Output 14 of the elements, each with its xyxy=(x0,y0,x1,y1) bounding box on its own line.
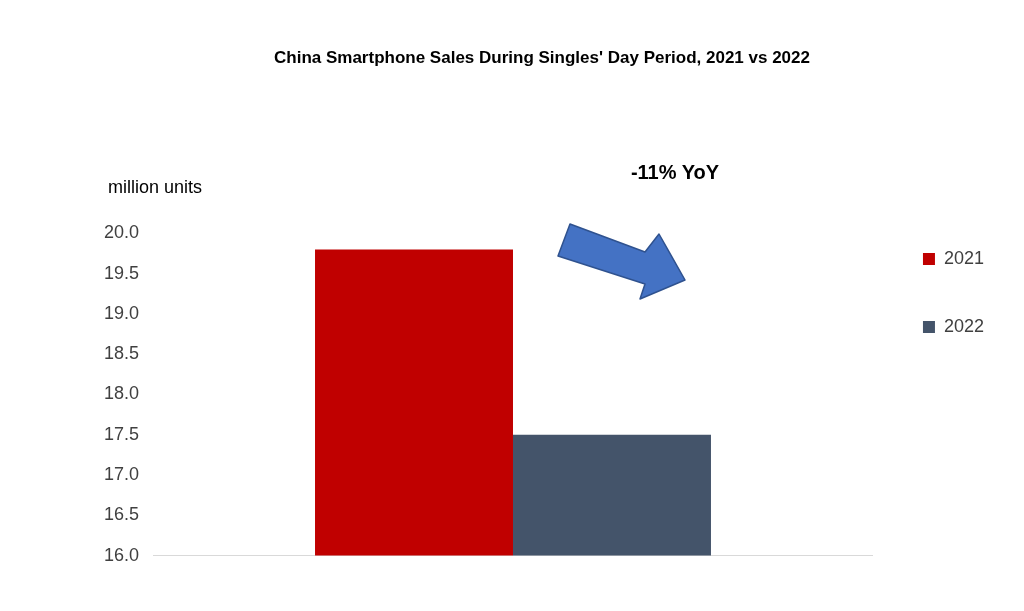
y-tick-label: 20.0 xyxy=(103,222,140,243)
text: -11% YoY xyxy=(630,160,720,183)
legend-label: 2021 xyxy=(943,247,984,268)
y-tick-label: 16.0 xyxy=(103,544,140,565)
chart-title: China Smartphone Sales During Singles' Day Period, 2021 vs 2022 xyxy=(274,47,810,67)
y-axis-title: million units xyxy=(108,177,203,198)
y-tick-label: 18.5 xyxy=(103,343,140,364)
legend-label: 2022 xyxy=(943,315,984,336)
y-tick-label: 18.0 xyxy=(103,383,140,404)
y-tick-label: 17.5 xyxy=(103,423,140,444)
y-tick-label: 19.0 xyxy=(103,302,140,323)
y-tick-label: 19.5 xyxy=(103,262,140,283)
y-tick-label: 17.0 xyxy=(103,464,140,485)
y-tick-label: 16.5 xyxy=(103,504,140,525)
